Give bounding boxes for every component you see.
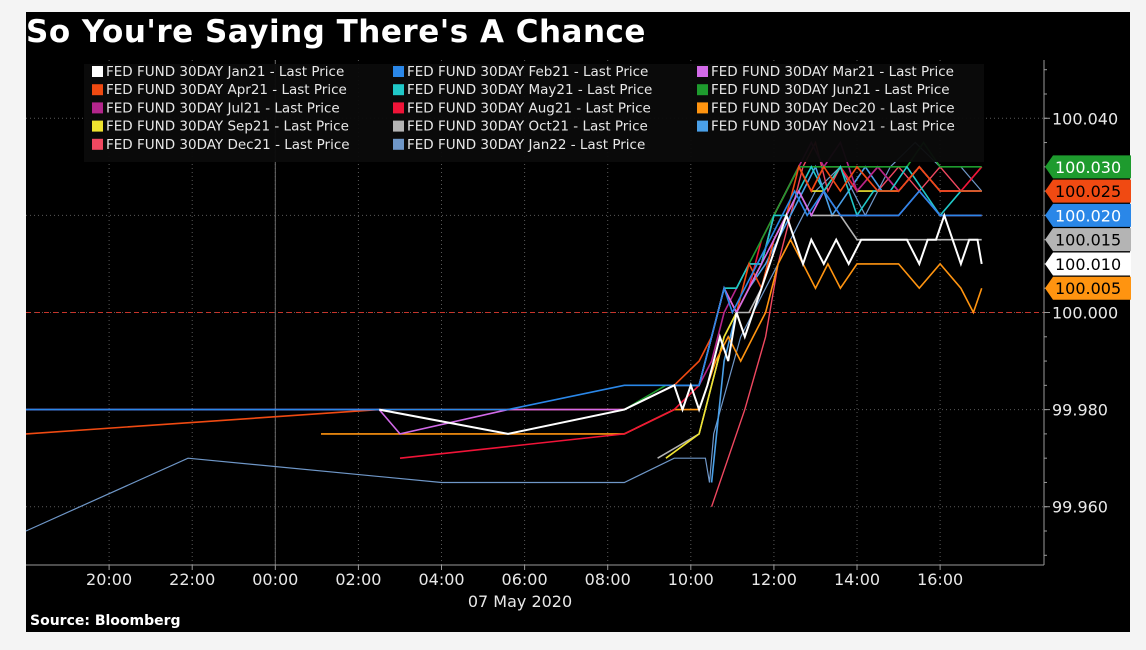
value-badge-label: 100.030 bbox=[1055, 158, 1121, 177]
value-badge bbox=[1045, 179, 1131, 203]
y-tick-label: 100.000 bbox=[1052, 304, 1118, 323]
legend-entry: FED FUND 30DAY Mar21 - Last Price bbox=[711, 64, 954, 80]
x-tick-label: 14:00 bbox=[834, 570, 880, 589]
value-badge-label: 100.020 bbox=[1055, 206, 1121, 225]
legend-swatch bbox=[92, 102, 103, 114]
y-tick-label: 100.040 bbox=[1052, 109, 1118, 128]
legend-swatch bbox=[92, 84, 103, 96]
value-badge-label: 100.015 bbox=[1055, 231, 1121, 250]
y-tick-label: 99.960 bbox=[1052, 498, 1108, 517]
legend-entry: FED FUND 30DAY Jan21 - Last Price bbox=[106, 64, 344, 80]
value-badges: 100.030 100.025 100.020 100.015 100.010 100.0… bbox=[1045, 155, 1131, 300]
legend-swatch bbox=[393, 102, 404, 114]
legend-entry: FED FUND 30DAY Nov21 - Last Price bbox=[711, 119, 955, 135]
series-line bbox=[710, 140, 983, 507]
series-line bbox=[379, 212, 983, 435]
legend-swatch bbox=[697, 102, 708, 114]
value-badge bbox=[1045, 155, 1131, 179]
series-line bbox=[657, 189, 982, 459]
value-badge-label: 100.010 bbox=[1055, 255, 1121, 274]
value-badge bbox=[1045, 203, 1131, 227]
value-badge-label: 100.025 bbox=[1055, 182, 1121, 201]
legend-swatch bbox=[393, 138, 404, 150]
series-line bbox=[25, 141, 983, 532]
legend-entry: FED FUND 30DAY Jul21 - Last Price bbox=[106, 100, 340, 116]
series-line bbox=[321, 237, 983, 435]
legend-entry: FED FUND 30DAY Apr21 - Last Price bbox=[106, 82, 347, 98]
chart-title: So You're Saying There's A Chance bbox=[26, 14, 646, 50]
x-tick-label: 20:00 bbox=[86, 570, 132, 589]
x-tick-label: 06:00 bbox=[502, 570, 548, 589]
x-tick-label: 04:00 bbox=[418, 570, 464, 589]
legend-swatch bbox=[697, 66, 708, 77]
value-badge-label: 100.005 bbox=[1055, 279, 1121, 298]
legend-entry: FED FUND 30DAY Feb21 - Last Price bbox=[407, 64, 648, 80]
legend-entry: FED FUND 30DAY Sep21 - Last Price bbox=[106, 119, 349, 135]
value-badge bbox=[1045, 252, 1131, 276]
x-tick-label: 12:00 bbox=[751, 570, 797, 589]
value-badge bbox=[1045, 276, 1131, 300]
legend-entry: FED FUND 30DAY Oct21 - Last Price bbox=[407, 119, 648, 135]
series-line bbox=[26, 189, 982, 411]
x-tick-label: 08:00 bbox=[585, 570, 631, 589]
legend-entry: FED FUND 30DAY Jan22 - Last Price bbox=[407, 137, 645, 153]
legend-swatch bbox=[92, 138, 103, 150]
x-tick-label: 22:00 bbox=[169, 570, 215, 589]
x-tick-label: 02:00 bbox=[335, 570, 381, 589]
legend-entry: FED FUND 30DAY Dec21 - Last Price bbox=[106, 137, 350, 153]
legend-entry: FED FUND 30DAY Aug21 - Last Price bbox=[407, 100, 651, 116]
x-tick-label: 16:00 bbox=[917, 570, 963, 589]
x-tick-label: 00:00 bbox=[252, 570, 298, 589]
legend-swatch bbox=[393, 66, 404, 77]
series-line bbox=[623, 165, 982, 411]
y-tick-label: 99.980 bbox=[1052, 401, 1108, 420]
legend-swatch bbox=[697, 120, 708, 132]
value-badge bbox=[1045, 228, 1131, 252]
legend-entry: FED FUND 30DAY Dec20 - Last Price bbox=[711, 100, 955, 116]
legend-entry: FED FUND 30DAY Jun21 - Last Price bbox=[711, 82, 950, 98]
legend-background bbox=[84, 64, 984, 162]
series-layer bbox=[25, 140, 983, 532]
legend: FED FUND 30DAY Jan21 - Last Price FED FUN… bbox=[84, 64, 984, 162]
legend-swatch bbox=[92, 66, 103, 77]
source-note: Source: Bloomberg bbox=[30, 613, 181, 629]
legend-swatch bbox=[393, 120, 404, 132]
legend-swatch bbox=[697, 84, 708, 96]
x-axis-label: 07 May 2020 bbox=[468, 592, 572, 611]
legend-entry: FED FUND 30DAY May21 - Last Price bbox=[407, 82, 652, 98]
legend-swatch bbox=[393, 84, 404, 96]
x-tick-label: 10:00 bbox=[668, 570, 714, 589]
legend-swatch bbox=[92, 120, 103, 132]
